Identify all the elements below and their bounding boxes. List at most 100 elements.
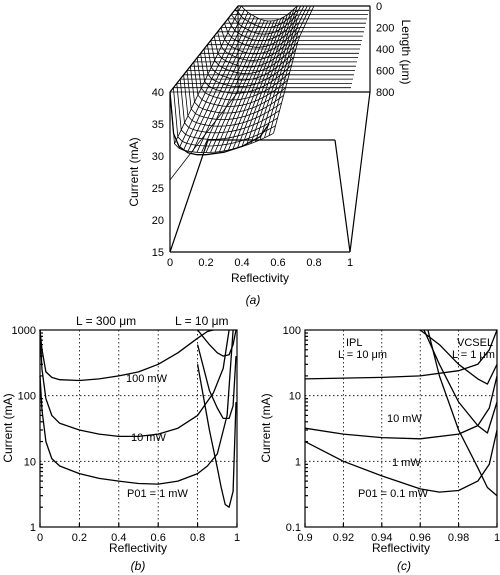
panel-a-mesh-line — [176, 83, 278, 140]
panel-b-y-tick-label: 10 — [24, 456, 36, 468]
panel-a-mesh-line — [203, 48, 294, 88]
panel-b-y-tick-label: 100 — [18, 391, 36, 403]
panel-a-mesh-line — [174, 5, 242, 144]
panel-a-front-profile — [169, 91, 270, 156]
panel-a-surface-plot: 0 0.2 0.4 0.6 0.8 1 15 20 25 30 35 40 0 200 400 600 80… — [127, 1, 413, 307]
panel-c-y-tick-label: 10 — [289, 391, 301, 403]
panel-b-series-line — [197, 329, 237, 357]
panel-b-annotation-l10: L = 10 μm — [175, 314, 229, 328]
panel-a-mesh-line — [210, 20, 269, 153]
panel-c-series-line — [419, 329, 498, 385]
panel-a-mesh-line — [183, 74, 282, 127]
panel-b-y-tick-label: 1000 — [12, 325, 36, 337]
panel-a-mesh-line — [183, 12, 249, 151]
panel-c-x-tick-label: 1 — [494, 532, 500, 544]
panel-a-x-tick-label: 0 — [167, 257, 173, 269]
panel-b-caption: (b) — [131, 559, 146, 573]
panel-a-mesh-line — [169, 91, 274, 154]
panel-a-mesh-line — [214, 20, 272, 153]
panel-a-mesh-line — [179, 79, 280, 134]
panel-b-x-tick-labels: 0 0.2 0.4 0.6 0.8 1 — [37, 532, 240, 544]
panel-b-label-100mw: 100 mW — [126, 373, 168, 385]
panel-a-z-tick-label: 200 — [376, 23, 394, 35]
panel-a-mesh-line — [237, 14, 288, 149]
panel-b-x-tick-label: 0.6 — [151, 532, 166, 544]
panel-b-line-chart: 0 0.2 0.4 0.6 0.8 1 1 10 100 1000 L = 300 μm L =… — [1, 314, 240, 573]
panel-b-x-tick-label: 0.4 — [111, 532, 126, 544]
panel-c-annotation-ipl: IPL — [346, 337, 363, 349]
panel-b-grid — [39, 330, 238, 527]
panel-b-series — [39, 329, 237, 508]
panel-a-mesh-line — [187, 14, 252, 152]
panel-c-x-tick-label: 0.96 — [409, 532, 430, 544]
panel-a-mesh-line — [192, 16, 255, 153]
panel-c-label-1mw: 1 mW — [392, 457, 421, 469]
panel-b-y-tick-label: 1 — [30, 522, 36, 534]
panel-a-x-tick-label: 0.6 — [270, 257, 285, 269]
panel-c-series-line — [304, 429, 498, 493]
panel-a-mesh-line — [264, 5, 308, 138]
panel-a-mesh-line — [268, 5, 311, 136]
panel-b-x-tick-label: 1 — [234, 532, 240, 544]
panel-c-annotation-ipl-length: L = 10 μm — [338, 349, 387, 361]
panel-a-z-tick-labels: 0 200 400 600 800 — [376, 1, 394, 99]
panel-a-mesh-line — [223, 19, 278, 152]
panel-b-label-10mw: 10 mW — [131, 432, 166, 444]
panel-a-x-axis-label: Reflectivity — [231, 271, 289, 285]
panel-c-annotation-vcsel-length: L = 1 μm — [452, 349, 495, 361]
panel-c-y-axis-label: Current (mA) — [259, 393, 273, 462]
panel-a-mesh — [169, 5, 370, 156]
panel-a-z-tick-label: 0 — [376, 1, 382, 13]
panel-c-caption: (c) — [397, 559, 411, 573]
panel-a-z-axis-label: Length (μm) — [399, 20, 413, 85]
panel-c-x-tick-label: 0.92 — [333, 532, 354, 544]
panel-c-annotation-vcsel: VCSEL — [457, 337, 493, 349]
panel-a-y-tick-labels: 15 20 25 30 35 40 — [152, 87, 164, 259]
panel-a-mesh-line — [190, 66, 286, 114]
panel-a-caption: (a) — [246, 293, 261, 307]
panel-b-series-line — [39, 329, 230, 438]
panel-c-series-line — [423, 329, 498, 434]
panel-c-line-chart: 0.9 0.92 0.94 0.96 0.98 1 0.1 1 10 100 IPL L = 1… — [259, 325, 500, 573]
panel-a-mesh-line — [219, 20, 275, 152]
panel-c-x-tick-labels: 0.9 0.92 0.94 0.96 0.98 1 — [297, 532, 500, 544]
panel-a-y-axis-label: Current (mA) — [127, 137, 141, 206]
panel-b-y-axis-label: Current (mA) — [1, 393, 15, 462]
panel-c-x-axis-label: Reflectivity — [372, 541, 430, 555]
panel-c-x-tick-label: 0.9 — [297, 532, 312, 544]
panel-b-y-tick-labels: 1 10 100 1000 — [12, 325, 36, 534]
panel-a-y-tick-label: 25 — [152, 183, 164, 195]
panel-b-plot-frame — [39, 329, 238, 528]
panel-a-z-tick-label: 400 — [376, 44, 394, 56]
panel-c-x-tick-label: 0.94 — [371, 532, 392, 544]
panel-a-mesh-line — [259, 5, 305, 141]
panel-b-series-line — [39, 329, 234, 485]
panel-a-mesh-line — [186, 70, 284, 120]
panel-a-x-tick-label: 0.4 — [234, 257, 249, 269]
panel-c-series — [304, 329, 498, 497]
panel-a-mesh-line — [210, 40, 299, 75]
panel-a-y-tick-label: 40 — [152, 87, 164, 99]
panel-a-y-tick-label: 20 — [152, 215, 164, 227]
panel-a-y-tick-label: 15 — [152, 247, 164, 259]
panel-c-label-01mw: P01 = 0.1 mW — [358, 488, 429, 500]
panel-b-label-1mw: P01 = 1 mW — [127, 488, 188, 500]
panel-a-x-tick-labels: 0 0.2 0.4 0.6 0.8 1 — [167, 257, 353, 269]
panel-a-mesh-line — [255, 5, 302, 142]
panel-a-mesh-line — [196, 57, 290, 101]
panel-a-y-tick-label: 30 — [152, 151, 164, 163]
panel-b-annotation-l300: L = 300 μm — [76, 314, 136, 328]
panel-a-mesh-line — [232, 16, 285, 150]
panel-c-y-tick-label: 0.1 — [286, 522, 301, 534]
panel-a-x-tick-label: 0.8 — [306, 257, 321, 269]
panel-b-x-axis-label: Reflectivity — [109, 541, 167, 555]
panel-a-mesh-line — [205, 20, 265, 153]
panel-c-x-tick-label: 0.98 — [448, 532, 469, 544]
panel-b-x-tick-label: 0.8 — [190, 532, 205, 544]
panel-a-mesh-line — [201, 19, 262, 153]
panel-b-x-tick-label: 0 — [37, 532, 43, 544]
panel-b-series-line — [39, 329, 214, 382]
panel-c-series-line — [304, 375, 498, 440]
panel-a-z-tick-label: 800 — [376, 87, 394, 99]
